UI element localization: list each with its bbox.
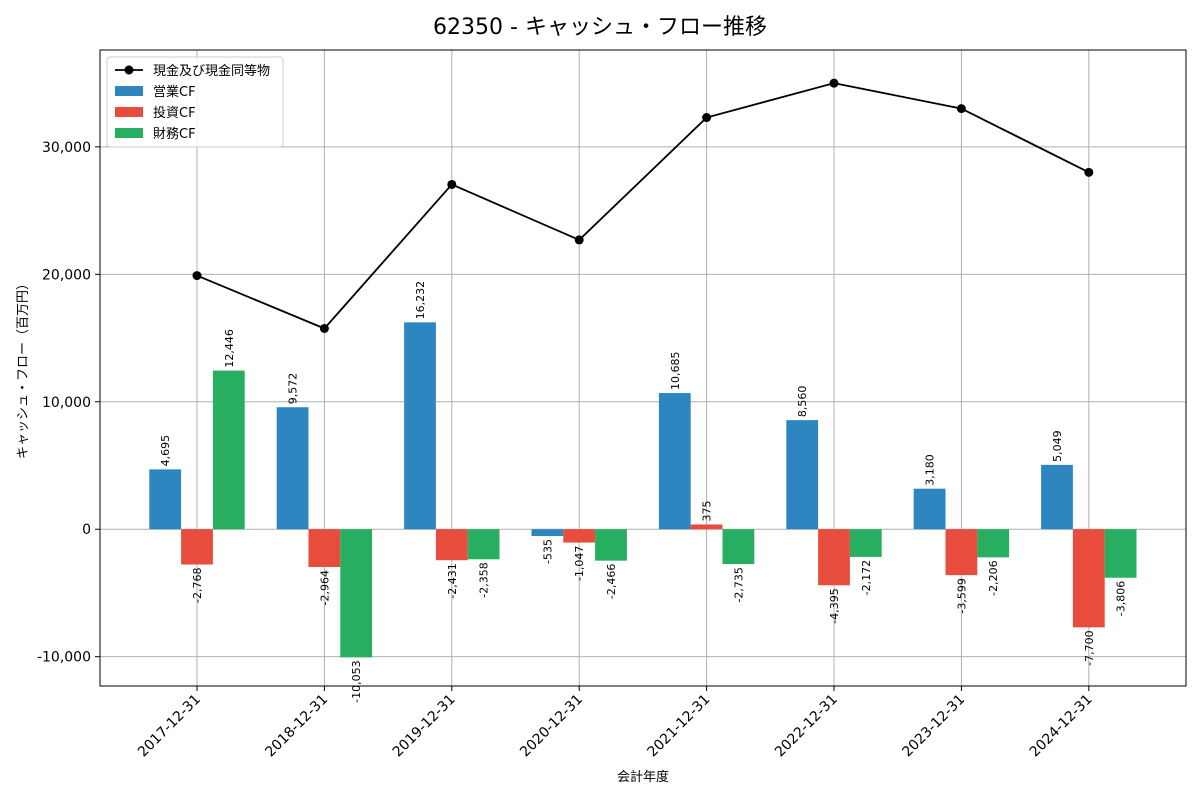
bar	[531, 529, 564, 537]
data-label: -2,431	[446, 563, 459, 598]
line-point	[319, 323, 329, 333]
data-label: -2,735	[732, 567, 745, 602]
y-tick-label: 30,000	[42, 140, 91, 156]
x-tick-label: 2019-12-31	[390, 692, 459, 761]
data-label: 4,695	[159, 435, 172, 467]
data-label: -3,599	[955, 578, 968, 613]
bar	[435, 529, 468, 561]
bar	[340, 529, 373, 658]
x-tick-label: 2024-12-31	[1027, 692, 1096, 761]
data-label: -7,700	[1083, 630, 1096, 665]
legend-swatch	[115, 107, 143, 117]
plot-frame	[99, 49, 1187, 687]
data-label: -2,172	[860, 560, 873, 595]
data-label: 12,446	[223, 329, 236, 368]
legend-swatch-marker	[124, 65, 134, 75]
bar	[276, 407, 309, 530]
x-tick-label: 2020-12-31	[517, 692, 586, 761]
y-tick-label: 10,000	[42, 395, 91, 411]
x-axis: 2017-12-31 2018-12-31 2019-12-31 2020-12-31…	[135, 686, 1096, 760]
line-point	[447, 179, 457, 189]
bar	[818, 529, 850, 586]
x-axis-label: 会計年度	[617, 769, 669, 785]
data-labels: 4,695 9,572 16,232 -535 10,685 8,560 3,180 5,04…	[159, 281, 1127, 703]
data-label: -2,964	[318, 570, 331, 605]
legend-label: 財務CF	[153, 127, 196, 142]
data-label: 3,180	[924, 454, 937, 486]
data-label: -2,466	[605, 564, 618, 599]
bar	[1104, 529, 1137, 578]
bar	[849, 529, 882, 557]
data-label: -4,395	[828, 588, 841, 623]
bar	[467, 529, 500, 560]
bar	[977, 529, 1010, 558]
data-label: -2,768	[191, 568, 204, 603]
y-tick-label: 0	[82, 522, 91, 538]
data-label: 375	[701, 500, 714, 521]
legend-label: 営業CF	[153, 84, 196, 100]
line-point	[192, 271, 202, 281]
x-tick-label: 2022-12-31	[772, 692, 841, 761]
bar	[404, 322, 436, 530]
y-tick-label: 20,000	[42, 267, 91, 283]
data-label: 5,049	[1051, 430, 1064, 462]
y-tick-label: -10,000	[37, 650, 91, 666]
bar	[212, 370, 245, 530]
legend-label: 投資CF	[153, 105, 196, 121]
bar	[181, 529, 213, 565]
bar	[913, 488, 946, 530]
data-label: 16,232	[414, 281, 427, 320]
line-point	[956, 104, 966, 114]
data-label: 8,560	[796, 386, 809, 418]
line-point	[574, 235, 584, 245]
data-label: 9,572	[287, 373, 300, 405]
line-point	[702, 113, 712, 123]
x-tick-label: 2017-12-31	[135, 692, 204, 761]
line-point	[1084, 167, 1094, 177]
bar	[149, 469, 182, 530]
x-tick-label: 2021-12-31	[645, 692, 714, 761]
cash-line-path	[196, 82, 1090, 330]
bar	[1072, 529, 1105, 628]
bar	[1041, 464, 1073, 530]
y-axis-label: キャッシュ・フロー（百万円）	[16, 277, 31, 459]
bar	[945, 529, 978, 576]
x-tick-label: 2018-12-31	[262, 692, 331, 761]
data-label: -2,206	[987, 560, 1000, 595]
bar	[658, 393, 691, 530]
data-label: -10,053	[350, 660, 363, 702]
legend-swatch	[115, 86, 143, 96]
y-axis: -10,000 0 10,000 20,000 30,000	[37, 140, 100, 666]
data-label: -3,806	[1115, 581, 1128, 616]
legend-box	[106, 56, 284, 148]
legend-swatch	[115, 128, 143, 138]
bar	[690, 524, 723, 530]
legend-label: 現金及び現金同等物	[153, 63, 270, 79]
data-label: 10,685	[669, 352, 682, 391]
line-point	[829, 78, 839, 88]
bar	[308, 529, 341, 568]
bar	[786, 420, 819, 530]
x-tick-label: 2023-12-31	[899, 692, 968, 761]
bar	[563, 529, 596, 543]
data-label: -535	[541, 539, 554, 564]
data-label: -1,047	[573, 546, 586, 581]
bar	[595, 529, 627, 561]
cash-line	[192, 78, 1094, 333]
chart-title: 62350 - キャッシュ・フロー推移	[433, 15, 767, 40]
data-label: -2,358	[478, 562, 491, 597]
bar	[722, 529, 755, 565]
bars	[149, 322, 1137, 658]
